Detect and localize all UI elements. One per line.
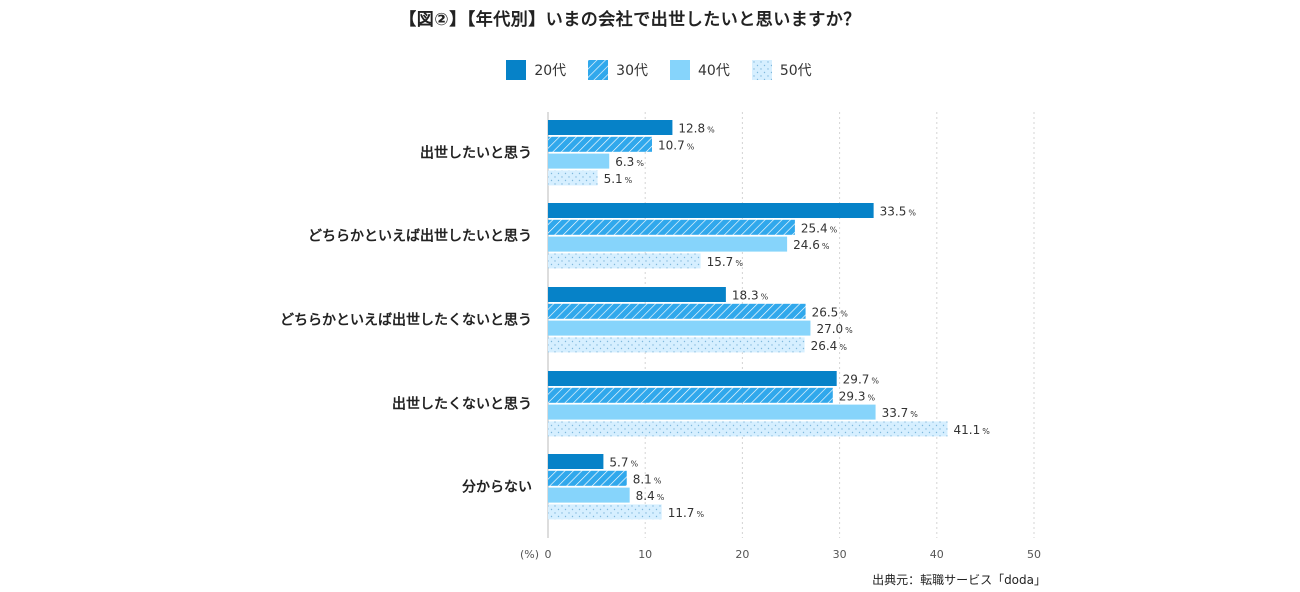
bar-0-1	[548, 136, 653, 152]
x-tick-label-0: 0	[545, 548, 552, 561]
bar-0-3	[548, 170, 598, 186]
legend-label-2: 40代	[698, 63, 730, 79]
bar-3-2	[548, 404, 876, 420]
data-label-4-1: 8.1%	[633, 472, 662, 486]
data-label-3-3: 41.1%	[953, 423, 990, 437]
bar-1-2	[548, 236, 788, 252]
data-label-1-1: 25.4%	[801, 221, 838, 235]
bar-2-0	[548, 287, 726, 302]
bar-1-0	[548, 203, 874, 218]
category-label-4: 分からない	[462, 480, 532, 496]
source-note: 出典元：転職サービス「doda」	[872, 573, 1046, 587]
data-label-0-3: 5.1%	[604, 172, 633, 186]
legend-label-0: 20代	[534, 63, 567, 79]
legend-item-3: 50代	[751, 60, 812, 80]
x-tick-label-3: 30	[833, 548, 847, 561]
bar-3-0	[548, 371, 837, 386]
chart-title: 【図②】【年代別】いまの会社で出世したいと思いますか？	[399, 10, 861, 30]
x-axis-label: (%)	[520, 548, 539, 561]
legend-label-1: 30代	[616, 63, 648, 79]
chart-legend: 20代 30代 40代 50代	[0, 60, 1300, 80]
bar-2-2	[548, 320, 811, 336]
data-label-3-0: 29.7%	[843, 373, 880, 387]
bar-4-0	[548, 454, 604, 469]
data-label-2-3: 26.4%	[811, 339, 848, 353]
bar-4-3	[548, 504, 662, 520]
bar-4-2	[548, 487, 630, 503]
x-tick-label-4: 40	[930, 548, 944, 561]
legend-swatch-1	[588, 60, 609, 80]
legend-label-3: 50代	[779, 63, 812, 79]
bar-4-1	[548, 470, 627, 486]
data-label-1-2: 24.6%	[793, 238, 830, 252]
data-label-0-1: 10.7%	[658, 138, 695, 152]
category-label-2: どちらかといえば出世したくないと思う	[280, 312, 532, 329]
data-label-1-3: 15.7%	[707, 255, 744, 269]
legend-swatch-0	[506, 60, 527, 80]
data-label-2-2: 27.0%	[816, 322, 853, 336]
x-tick-label-5: 50	[1027, 548, 1041, 561]
bar-0-0	[548, 120, 673, 135]
bar-3-3	[548, 421, 948, 437]
legend-item-2: 40代	[670, 60, 730, 80]
x-tick-label-1: 10	[638, 548, 652, 561]
legend-item-1: 30代	[588, 60, 648, 80]
legend-swatch-3	[751, 60, 772, 80]
data-label-0-0: 12.8%	[678, 122, 715, 136]
data-label-3-1: 29.3%	[839, 389, 876, 403]
legend-item-0: 20代	[506, 60, 566, 80]
legend-swatch-2	[670, 60, 690, 80]
category-label-3: 出世したくないと思う	[392, 396, 532, 413]
bar-2-3	[548, 337, 805, 353]
data-label-3-2: 33.7%	[882, 406, 919, 420]
bar-3-1	[548, 387, 833, 403]
data-label-4-3: 11.7%	[668, 506, 705, 520]
data-label-4-2: 8.4%	[636, 489, 665, 503]
data-label-2-1: 26.5%	[812, 305, 849, 319]
bar-1-3	[548, 253, 701, 269]
bar-0-2	[548, 153, 610, 169]
x-tick-label-2: 20	[735, 548, 749, 561]
bar-1-1	[548, 219, 795, 235]
category-label-1: どちらかといえば出世したいと思う	[308, 228, 532, 245]
bar-2-1	[548, 303, 806, 319]
data-label-1-0: 33.5%	[880, 205, 917, 219]
data-label-4-0: 5.7%	[609, 456, 638, 470]
data-label-2-0: 18.3%	[732, 289, 769, 303]
category-label-0: 出世したいと思う	[420, 145, 532, 162]
data-label-0-2: 6.3%	[615, 155, 644, 169]
